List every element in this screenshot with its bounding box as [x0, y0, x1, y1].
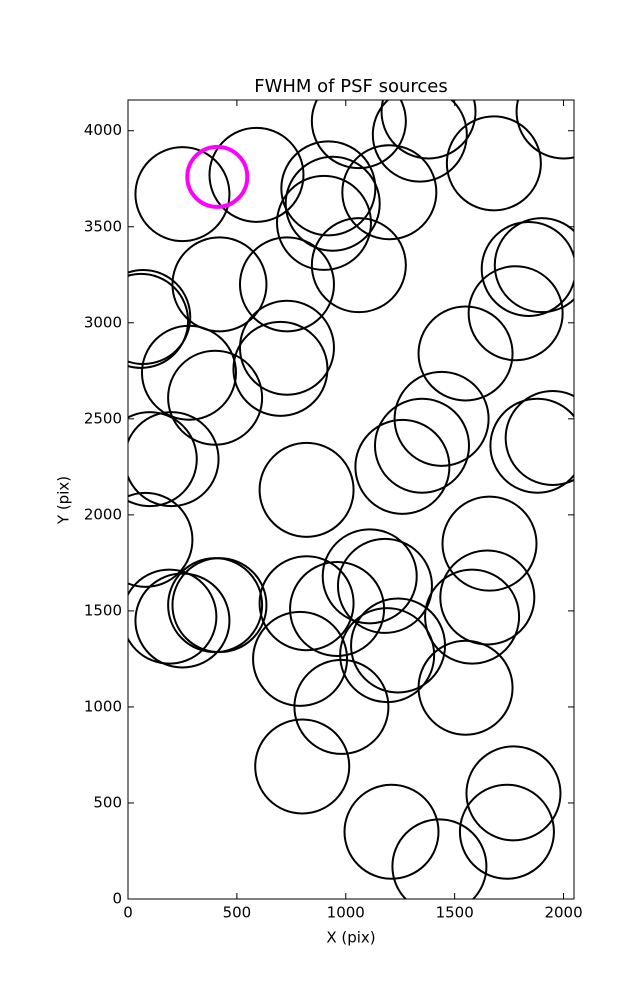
source-circle	[441, 495, 538, 592]
y-tick-label: 2000	[84, 505, 122, 523]
source-circle	[321, 528, 418, 625]
y-tick-label: 0	[112, 890, 122, 908]
source-circle	[493, 217, 574, 314]
source-circle	[275, 174, 372, 271]
source-circle	[391, 818, 488, 899]
y-tick-label: 1500	[84, 601, 122, 619]
y-tick-label: 1000	[84, 697, 122, 715]
source-circle	[171, 236, 268, 333]
source-circle	[380, 100, 477, 160]
source-circle	[343, 783, 440, 880]
x-tick-label: 1500	[436, 904, 474, 922]
source-circle	[417, 639, 514, 736]
source-circle	[341, 144, 438, 241]
y-tick-label: 3500	[84, 217, 122, 235]
source-circle	[238, 299, 335, 396]
source-circle	[480, 221, 574, 318]
source-circle	[467, 265, 564, 362]
frame	[127, 99, 575, 900]
source-circle	[128, 491, 194, 588]
y-tick-label: 3000	[84, 313, 122, 331]
source-circle	[293, 658, 390, 755]
source-circle	[128, 568, 218, 665]
source-circle	[284, 155, 381, 252]
source-circle	[373, 397, 470, 494]
source-circle	[336, 537, 433, 634]
chart-title: FWHM of PSF sources	[254, 76, 448, 97]
source-circle	[128, 411, 198, 508]
source-circle	[445, 115, 542, 212]
source-circle	[134, 572, 231, 669]
source-circle	[465, 745, 562, 842]
source-circle	[504, 390, 574, 487]
source-circle	[252, 610, 349, 707]
plot-area	[128, 100, 574, 899]
source-circle	[258, 555, 355, 652]
source-circle	[208, 126, 305, 223]
source-circle	[310, 100, 407, 170]
y-tick-label: 2500	[84, 409, 122, 427]
y-tick-label: 4000	[84, 121, 122, 139]
source-circle	[134, 146, 231, 243]
source-circle	[354, 418, 451, 515]
source-circle	[371, 100, 468, 183]
source-circle	[167, 557, 264, 654]
x-axis-title: X (pix)	[326, 929, 375, 947]
x-tick-label: 0	[123, 904, 133, 922]
source-circle	[515, 100, 574, 160]
source-circle	[128, 411, 220, 508]
x-tick-label: 2000	[544, 904, 582, 922]
source-circle	[489, 397, 574, 494]
source-circle	[310, 217, 407, 314]
source-circle	[439, 549, 536, 646]
x-tick-label: 1000	[327, 904, 365, 922]
source-circle	[140, 324, 237, 421]
source-circle	[339, 607, 436, 704]
source-circle	[254, 718, 351, 815]
source-circle	[393, 370, 490, 467]
source-circle	[458, 783, 555, 880]
source-circle	[417, 305, 514, 402]
source-circle	[167, 349, 264, 446]
source-circle	[238, 236, 335, 333]
source-circle	[128, 272, 190, 369]
source-circle	[280, 140, 377, 237]
x-tick-label: 500	[223, 904, 252, 922]
source-circle	[258, 441, 355, 538]
highlight-circle	[185, 144, 250, 209]
source-circle	[424, 568, 521, 665]
y-axis-title: Y (pix)	[55, 476, 73, 525]
y-tick-label: 500	[93, 793, 122, 811]
source-circle	[232, 320, 329, 417]
